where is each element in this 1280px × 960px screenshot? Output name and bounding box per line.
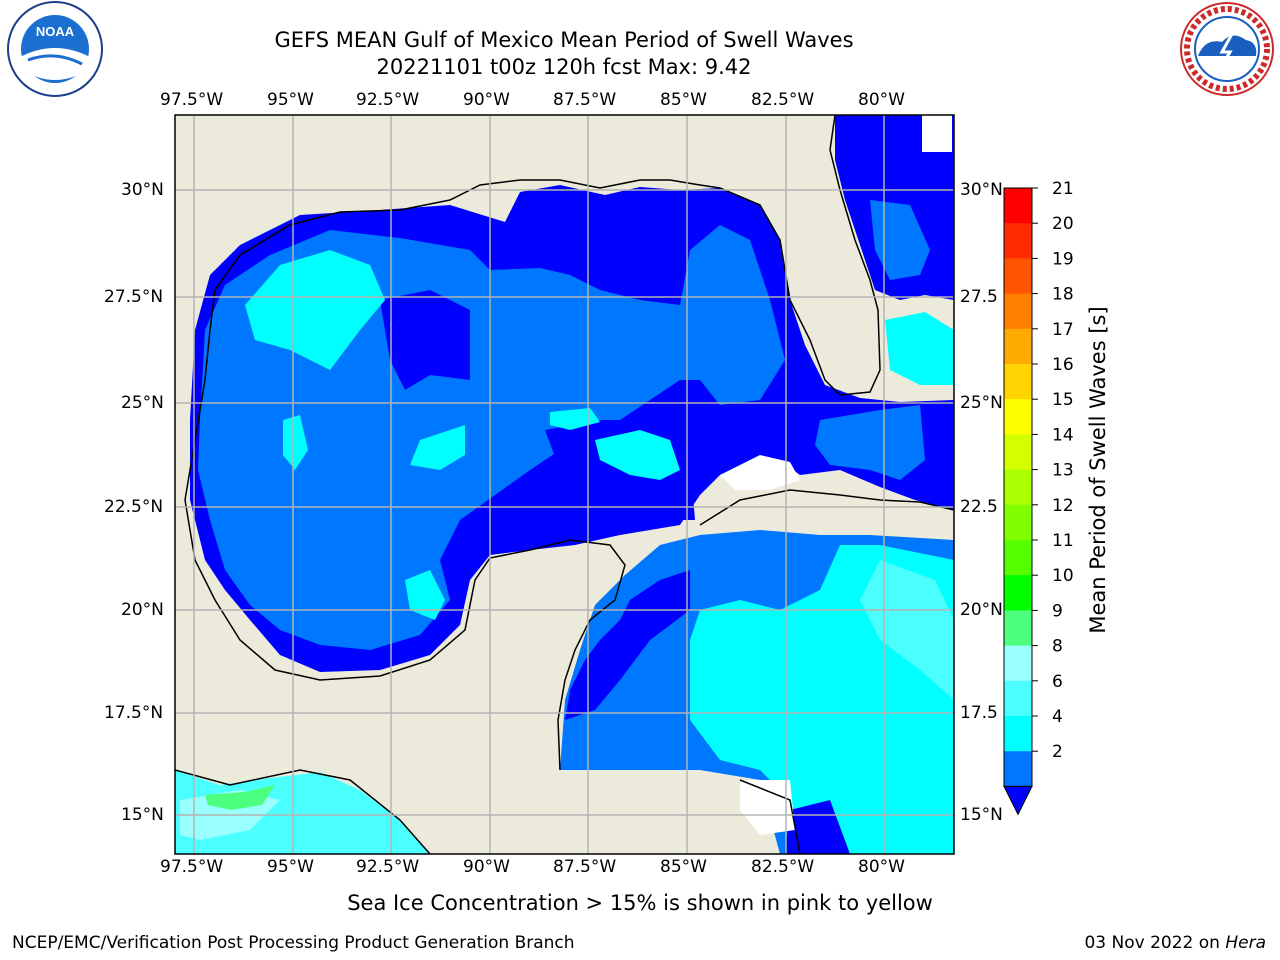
nws-logo	[1180, 2, 1274, 96]
colorbar-band	[1004, 258, 1032, 295]
colorbar-tick-label: 19	[1052, 249, 1074, 269]
colorbar-band	[1004, 575, 1032, 611]
colorbar-tick-label: 4	[1052, 707, 1063, 727]
footer-host: Hera	[1225, 933, 1266, 953]
lon-label-bottom: 97.5°W	[160, 857, 224, 877]
colorbar-band	[1004, 328, 1032, 365]
lon-label-top: 87.5°W	[553, 90, 617, 110]
lat-label-right: 27.5	[960, 287, 998, 307]
colorbar-tick-label: 9	[1052, 601, 1063, 621]
lon-label-bottom: 85°W	[660, 857, 707, 877]
colorbar-band	[1004, 680, 1032, 717]
colorbar-band	[1004, 434, 1032, 471]
lat-label-left: 15°N	[121, 805, 164, 825]
colorbar-tick-label: 21	[1052, 179, 1074, 199]
lon-label-top: 95°W	[267, 90, 314, 110]
colorbar-tick-label: 14	[1052, 425, 1074, 445]
lat-label-right: 20°N	[960, 600, 1003, 620]
colorbar-tick-label: 11	[1052, 531, 1074, 551]
sea-ice-note: Sea Ice Concentration > 15% is shown in …	[347, 891, 933, 915]
colorbar-tick-label: 10	[1052, 566, 1074, 586]
colorbar-tick-label: 12	[1052, 496, 1074, 516]
colorbar-band	[1004, 540, 1032, 576]
colorbar-extend-triangle	[1003, 785, 1033, 816]
atlantic-swell-level-4-6	[885, 312, 954, 385]
gulf-swell-level-4-6-f	[410, 425, 465, 470]
colorbar-tick-label: 13	[1052, 461, 1074, 481]
colorbar-band	[1004, 610, 1032, 647]
caribbean-swell-level-0-2	[565, 570, 690, 720]
footer-date: 03 Nov 2022 on Hera	[1084, 933, 1266, 953]
colorbar-band	[1004, 364, 1032, 400]
lon-label-bottom: 92.5°W	[356, 857, 420, 877]
colorbar-tick-label: 15	[1052, 390, 1074, 410]
noaa-logo: NOAA	[7, 1, 103, 97]
lon-label-bottom: 82.5°W	[751, 857, 815, 877]
lon-label-bottom: 95°W	[267, 857, 314, 877]
lat-label-left: 17.5°N	[104, 703, 164, 723]
colorbar-band	[1004, 293, 1032, 330]
colorbar-band	[1004, 645, 1032, 682]
lat-label-left: 30°N	[121, 180, 164, 200]
colorbar: 21 20 19 18 17 16 15 14 13 12 11 10 9 8 6 4 2 Mean Period…	[1003, 179, 1110, 816]
lon-label-top: 82.5°W	[751, 90, 815, 110]
noaa-logo-text: NOAA	[36, 24, 75, 39]
lat-label-right: 22.5	[960, 497, 998, 517]
colorbar-tick-label: 17	[1052, 320, 1074, 340]
chart-title-line1: GEFS MEAN Gulf of Mexico Mean Period of …	[274, 28, 854, 52]
colorbar-band	[1004, 399, 1032, 435]
lat-label-left: 20°N	[121, 600, 164, 620]
lon-label-top: 90°W	[463, 90, 510, 110]
colorbar-band	[1004, 716, 1032, 752]
lon-label-bottom: 80°W	[858, 857, 905, 877]
colorbar-band	[1004, 469, 1032, 506]
lat-label-left: 27.5°N	[104, 287, 164, 307]
colorbar-tick-label: 8	[1052, 637, 1063, 657]
lon-label-top: 92.5°W	[356, 90, 420, 110]
lon-label-bottom: 90°W	[463, 857, 510, 877]
lat-label-left: 25°N	[121, 393, 164, 413]
footer-branch: NCEP/EMC/Verification Post Processing Pr…	[12, 933, 575, 953]
lat-label-right: 17.5	[960, 703, 998, 723]
graticule	[175, 115, 954, 854]
colorbar-tick-label: 16	[1052, 355, 1074, 375]
no-data-coast	[740, 780, 795, 835]
gulf-swell-level-4-6-e	[405, 570, 445, 620]
colorbar-tick-label: 20	[1052, 214, 1074, 234]
lon-label-top: 80°W	[858, 90, 905, 110]
atlantic-swell-level-2-4	[870, 200, 930, 280]
colorbar-tick-label: 6	[1052, 672, 1063, 692]
lat-label-right: 30°N	[960, 180, 1003, 200]
colorbar-tick-label: 2	[1052, 742, 1063, 762]
lat-label-right: 25°N	[960, 393, 1003, 413]
straits-swell-level-2-4	[815, 405, 925, 480]
colorbar-tick-label: 18	[1052, 285, 1074, 305]
footer-date-text: 03 Nov 2022 on	[1084, 933, 1226, 953]
chart-title-line2: 20221101 t00z 120h fcst Max: 9.42	[376, 55, 752, 79]
colorbar-label: Mean Period of Swell Waves [s]	[1086, 306, 1110, 633]
colorbar-outline	[1003, 187, 1033, 787]
caribbean-swell-dark-patch	[785, 800, 850, 854]
lat-label-right: 15°N	[960, 805, 1003, 825]
no-data-patch	[922, 115, 952, 152]
lon-label-top: 85°W	[660, 90, 707, 110]
colorbar-band	[1004, 751, 1032, 787]
lon-label-top: 97.5°W	[160, 90, 224, 110]
map-area	[175, 115, 954, 854]
colorbar-band	[1004, 188, 1032, 224]
gulf-swell-level-4-6-a	[245, 250, 385, 370]
no-data-keys	[720, 455, 800, 490]
gulf-swell-level-4-6-b	[595, 430, 680, 480]
lat-label-left: 22.5°N	[104, 497, 164, 517]
gulf-swell-level-4-6-c	[283, 415, 308, 470]
colorbar-band	[1004, 223, 1032, 259]
map-border	[174, 114, 955, 855]
colorbar-band	[1004, 504, 1032, 541]
pacific-swell-level-9-10	[205, 785, 275, 810]
gulf-swell-inner-0-2	[380, 290, 470, 390]
lon-label-bottom: 87.5°W	[553, 857, 617, 877]
